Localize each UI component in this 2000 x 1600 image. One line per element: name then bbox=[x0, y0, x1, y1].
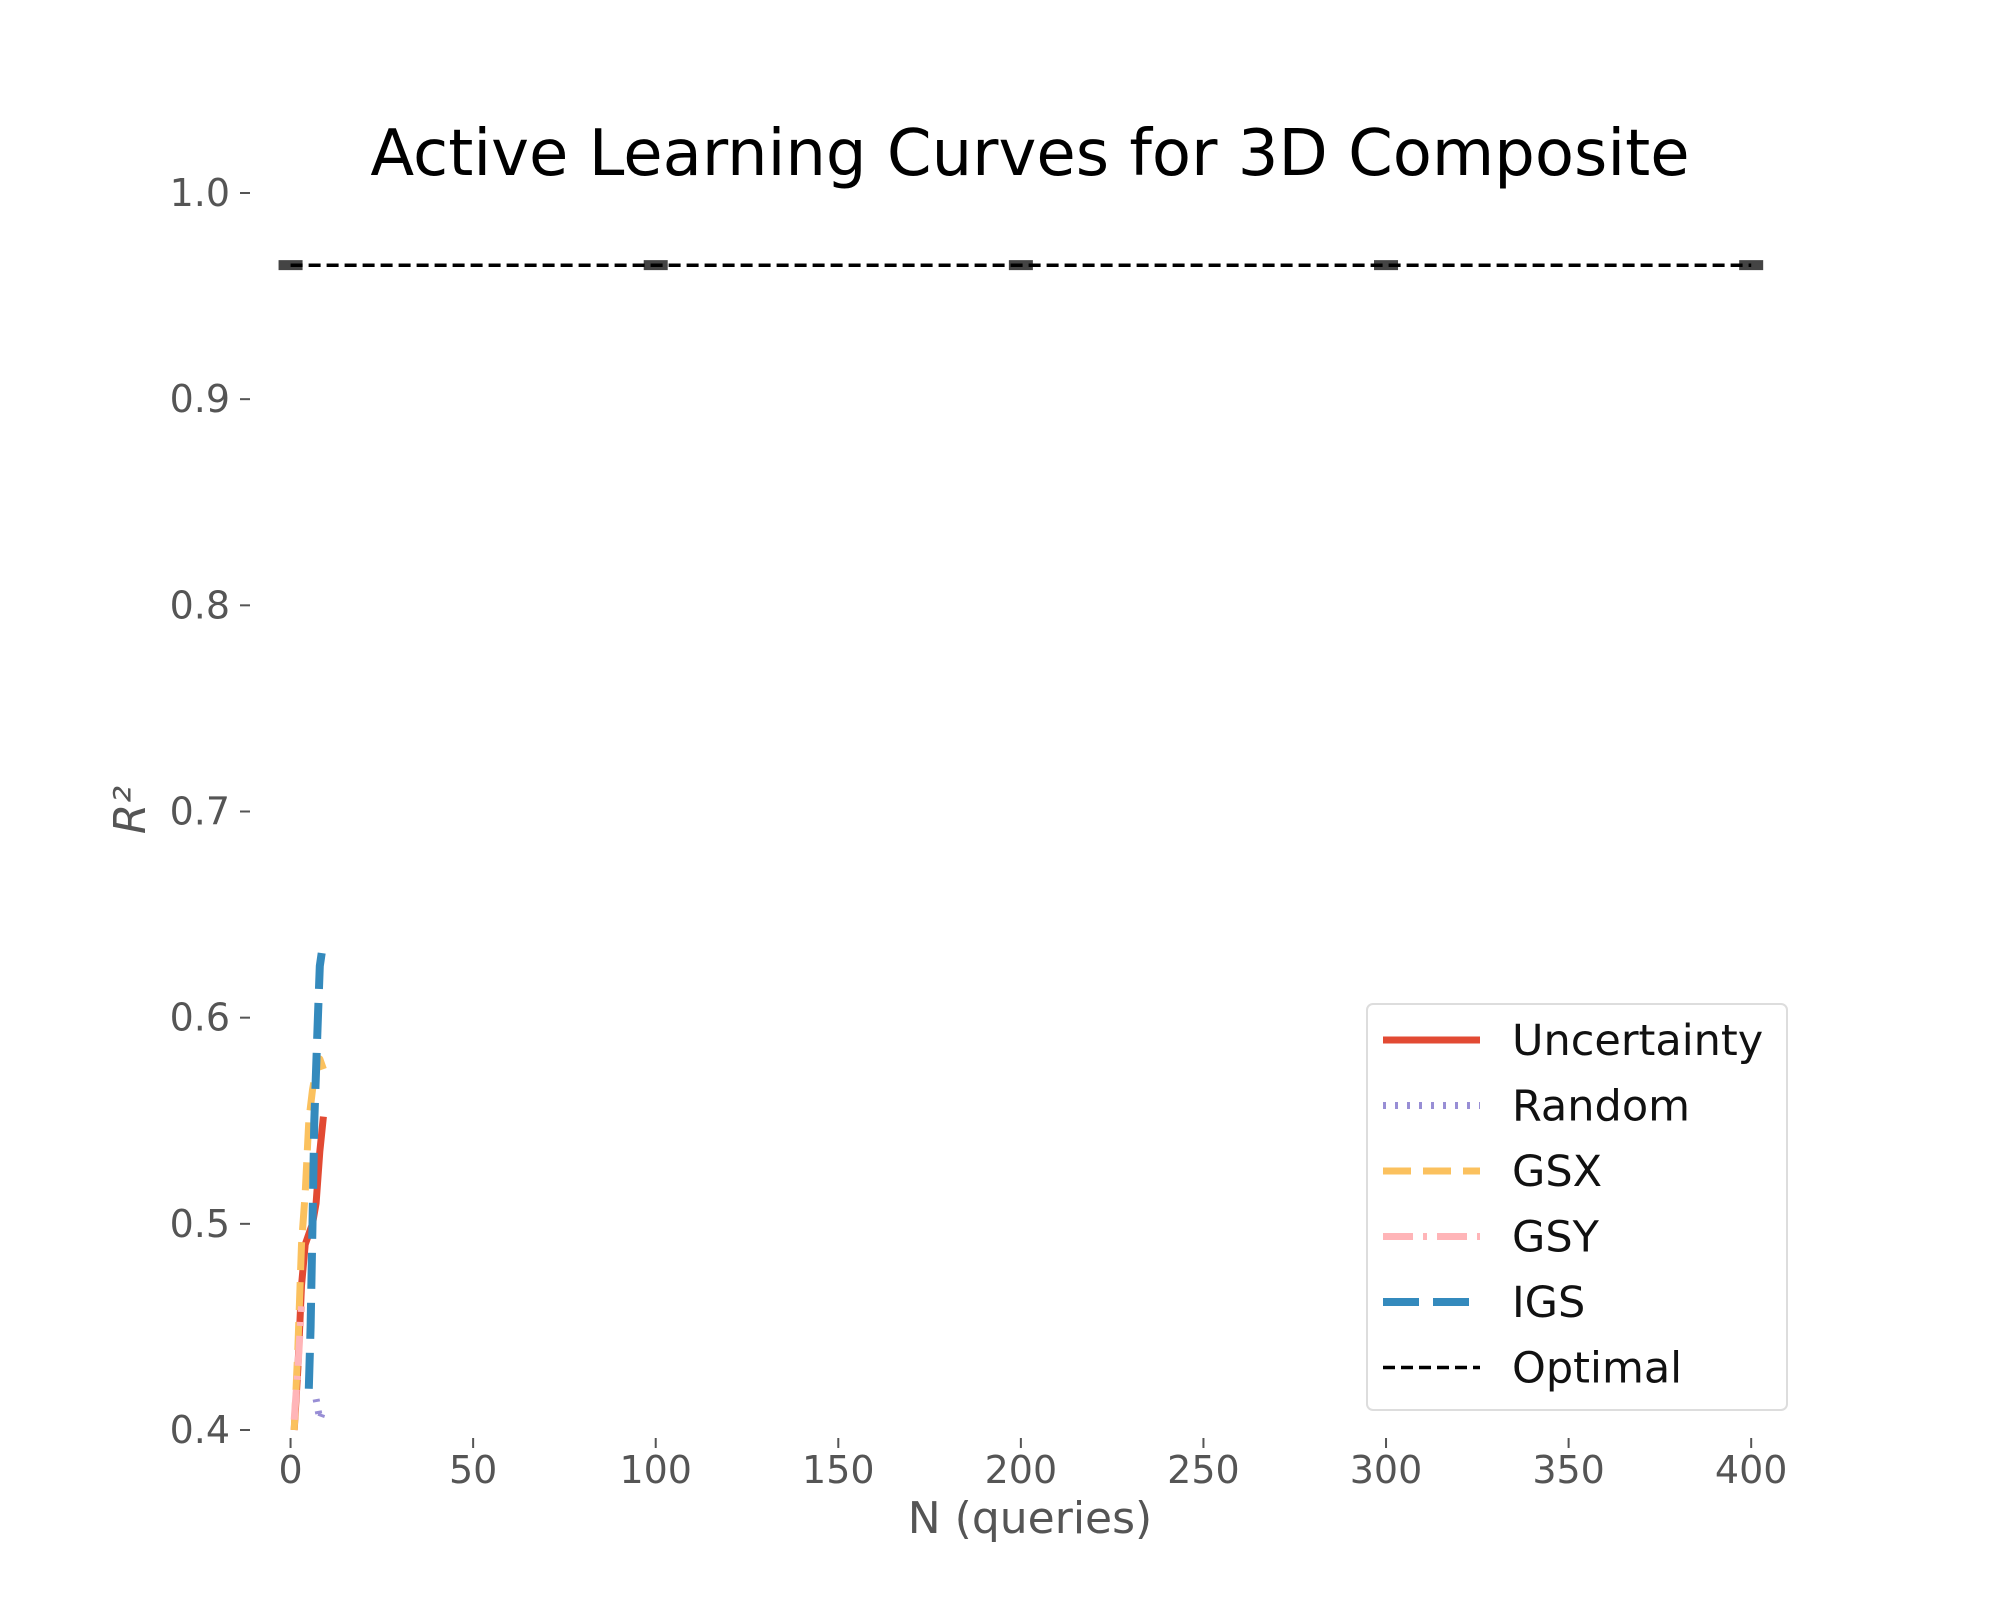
legend-label-uncertainty: Uncertainty bbox=[1512, 1016, 1763, 1066]
y-tick-label: 0.9 bbox=[170, 377, 230, 421]
line-gsy bbox=[290, 1306, 305, 1420]
legend: Uncertainty Random GSX GSY IGS Optimal bbox=[1366, 1003, 1788, 1411]
y-tick-label: 0.6 bbox=[170, 996, 230, 1040]
y-tick-label: 0.5 bbox=[170, 1202, 230, 1246]
y-tick-label: 0.7 bbox=[170, 790, 230, 834]
x-tick-label: 300 bbox=[1350, 1448, 1423, 1492]
x-tick-label: 0 bbox=[278, 1448, 302, 1492]
x-tick-label: 400 bbox=[1715, 1448, 1788, 1492]
series-layer bbox=[278, 260, 1764, 1431]
x-tick-label: 250 bbox=[1167, 1448, 1240, 1492]
legend-label-igs: IGS bbox=[1512, 1278, 1585, 1328]
x-tick-label: 50 bbox=[449, 1448, 497, 1492]
x-tick-label: 100 bbox=[619, 1448, 692, 1492]
series-gsy bbox=[290, 1306, 305, 1420]
y-tick-label: 0.4 bbox=[170, 1408, 230, 1452]
x-tick-label: 350 bbox=[1532, 1448, 1605, 1492]
line-igs bbox=[304, 940, 328, 1389]
legend-frame bbox=[1366, 1003, 1788, 1411]
x-tick-label: 200 bbox=[985, 1448, 1058, 1492]
x-axis-label: N (queries) bbox=[908, 1493, 1152, 1544]
series-random bbox=[312, 1398, 327, 1424]
y-axis: 0.4 0.5 0.6 0.7 0.8 0.9 1.0 bbox=[170, 171, 250, 1452]
line-random bbox=[312, 1398, 327, 1424]
chart-title: Active Learning Curves for 3D Composite bbox=[370, 117, 1689, 191]
x-axis: 0 50 100 150 200 250 300 350 400 bbox=[278, 1438, 1787, 1492]
legend-label-random: Random bbox=[1512, 1082, 1690, 1132]
y-tick-label: 0.8 bbox=[170, 583, 230, 627]
legend-label-gsy: GSY bbox=[1512, 1213, 1600, 1263]
y-tick-label: 1.0 bbox=[170, 171, 230, 215]
legend-label-gsx: GSX bbox=[1512, 1147, 1602, 1197]
series-igs bbox=[304, 940, 328, 1389]
x-tick-label: 150 bbox=[802, 1448, 875, 1492]
y-axis-label: R² bbox=[105, 786, 156, 834]
legend-label-optimal: Optimal bbox=[1512, 1344, 1682, 1394]
